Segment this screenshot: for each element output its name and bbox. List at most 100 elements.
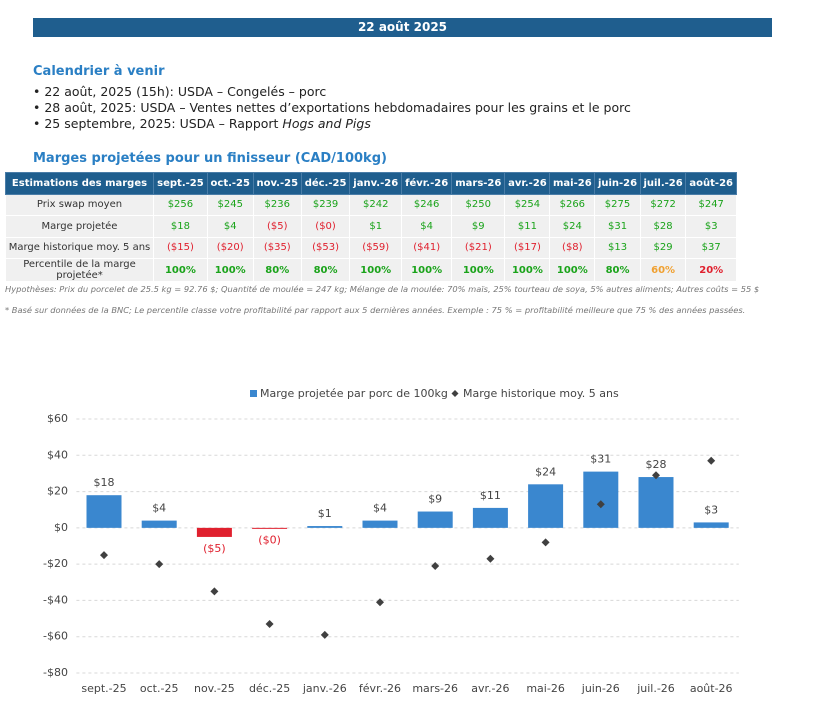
legend-swatch (451, 390, 459, 397)
header-row: Estimations des marges sept.-25 oct.-25 nov… (5, 172, 737, 195)
table-row: Marge projetée $18 $4 ($5) ($0) $1 $4 $9 $11 $24 $… (5, 215, 737, 238)
marker (707, 456, 716, 465)
table-cell: 100% (451, 258, 506, 282)
table-cell: ($17) (504, 236, 551, 259)
table-title: Marges projetées pour un finisseur (CAD/… (33, 151, 387, 166)
bar (252, 527, 288, 529)
calendar-item: • 28 août, 2025: USDA – Ventes nettes d’… (33, 100, 631, 115)
table-row: Percentile de la marge projetée* 100% 100%… (5, 258, 737, 282)
legend-swatch (250, 390, 257, 397)
header-cell: juin-26 (594, 172, 641, 195)
header-cell: juil.-26 (639, 172, 687, 195)
x-tick-label: nov.-25 (194, 682, 235, 695)
table-cell: $239 (300, 193, 351, 216)
table-cell: 100% (504, 258, 551, 282)
header-cell: mai-26 (549, 172, 596, 195)
x-tick-label: mars-26 (412, 682, 458, 695)
table-cell: $1 (349, 215, 403, 238)
header-cell: sept.-25 (153, 172, 208, 195)
row-label: Percentile de la marge projetée* (5, 258, 154, 282)
table-cell: $275 (594, 193, 641, 216)
table-cell: 80% (252, 258, 302, 282)
marker (100, 551, 108, 560)
header-cell: mars-26 (451, 172, 506, 195)
table-cell: $31 (594, 215, 641, 238)
header-bar: 22 août 2025 (33, 18, 772, 37)
marker (376, 598, 384, 607)
header-cell: nov.-25 (252, 172, 302, 195)
header-cell: janv.-26 (349, 172, 403, 195)
table-cell: 100% (349, 258, 403, 282)
table-cell: $4 (401, 215, 453, 238)
x-tick-label: févr.-26 (359, 682, 401, 695)
y-tick-label: $0 (54, 521, 68, 534)
y-tick-label: $40 (47, 448, 68, 461)
table-row: Marge historique moy. 5 ans ($15) ($20) ($3… (5, 236, 737, 259)
marker (596, 500, 605, 509)
table-cell: $256 (153, 193, 208, 216)
margin-table: Estimations des marges sept.-25 oct.-25 nov… (5, 172, 737, 282)
data-label: $4 (152, 502, 166, 515)
table-cell: ($59) (349, 236, 403, 259)
header-cell: févr.-26 (401, 172, 453, 195)
bar (528, 484, 564, 528)
item-text: 22 août, 2025 (15h): USDA – Congelés – p… (44, 84, 327, 99)
table-cell: ($21) (451, 236, 506, 259)
table-cell: ($0) (300, 215, 351, 238)
table-cell: 100% (206, 258, 254, 282)
y-tick-label: -$20 (43, 557, 68, 570)
x-tick-label: oct.-25 (140, 682, 179, 695)
marker (210, 587, 219, 596)
bar (307, 526, 343, 528)
data-label: $3 (704, 503, 718, 516)
table-cell: $9 (451, 215, 506, 238)
calendar-list: • 22 août, 2025 (15h): USDA – Congelés –… (33, 84, 631, 132)
table-cell: $11 (504, 215, 551, 238)
x-tick-label: mai-26 (526, 682, 564, 695)
legend-label: Marge historique moy. 5 ans (463, 387, 619, 400)
table-cell: 60% (639, 258, 687, 282)
row-label: Marge projetée (5, 215, 154, 238)
header-cell: août-26 (685, 172, 737, 195)
data-label: ($5) (203, 542, 226, 555)
legend-label: Marge projetée par porc de 100kg (260, 387, 448, 400)
header-cell: déc.-25 (300, 172, 351, 195)
bar (362, 520, 398, 528)
data-label: $18 (94, 476, 115, 489)
item-italic: Hogs and Pigs (282, 116, 371, 131)
bar (86, 495, 122, 528)
x-tick-label: avr.-26 (471, 682, 509, 695)
table-cell: $236 (252, 193, 302, 216)
marker (265, 620, 274, 629)
header-cell: Estimations des marges (5, 172, 154, 195)
y-tick-label: $60 (47, 412, 68, 425)
note: * Basé sur données de la BNC; Le percent… (5, 305, 746, 315)
bar (417, 511, 453, 528)
x-tick-label: juin-26 (581, 682, 620, 695)
table-cell: $247 (685, 193, 737, 216)
table-cell: 20% (685, 258, 737, 282)
calendar-item: • 22 août, 2025 (15h): USDA – Congelés –… (33, 84, 327, 99)
table-cell: ($41) (401, 236, 453, 259)
row-label: Marge historique moy. 5 ans (5, 236, 154, 259)
x-tick-label: janv.-26 (302, 682, 347, 695)
y-tick-label: -$40 (43, 593, 68, 606)
table-cell: ($35) (252, 236, 302, 259)
x-tick-label: août-26 (690, 682, 733, 695)
table-cell: ($8) (549, 236, 596, 259)
y-tick-label: -$60 (43, 630, 68, 643)
bar (583, 471, 619, 528)
table-cell: 100% (401, 258, 453, 282)
data-label: $28 (646, 458, 667, 471)
marker (431, 561, 440, 570)
bar (472, 507, 508, 528)
table-cell: $272 (639, 193, 687, 216)
bar (141, 520, 177, 528)
row-label: Prix swap moyen (5, 193, 154, 216)
table-cell: 80% (594, 258, 641, 282)
table-cell: $28 (639, 215, 687, 238)
table-cell: $250 (451, 193, 506, 216)
data-label: ($0) (258, 534, 281, 547)
table-cell: $246 (401, 193, 453, 216)
